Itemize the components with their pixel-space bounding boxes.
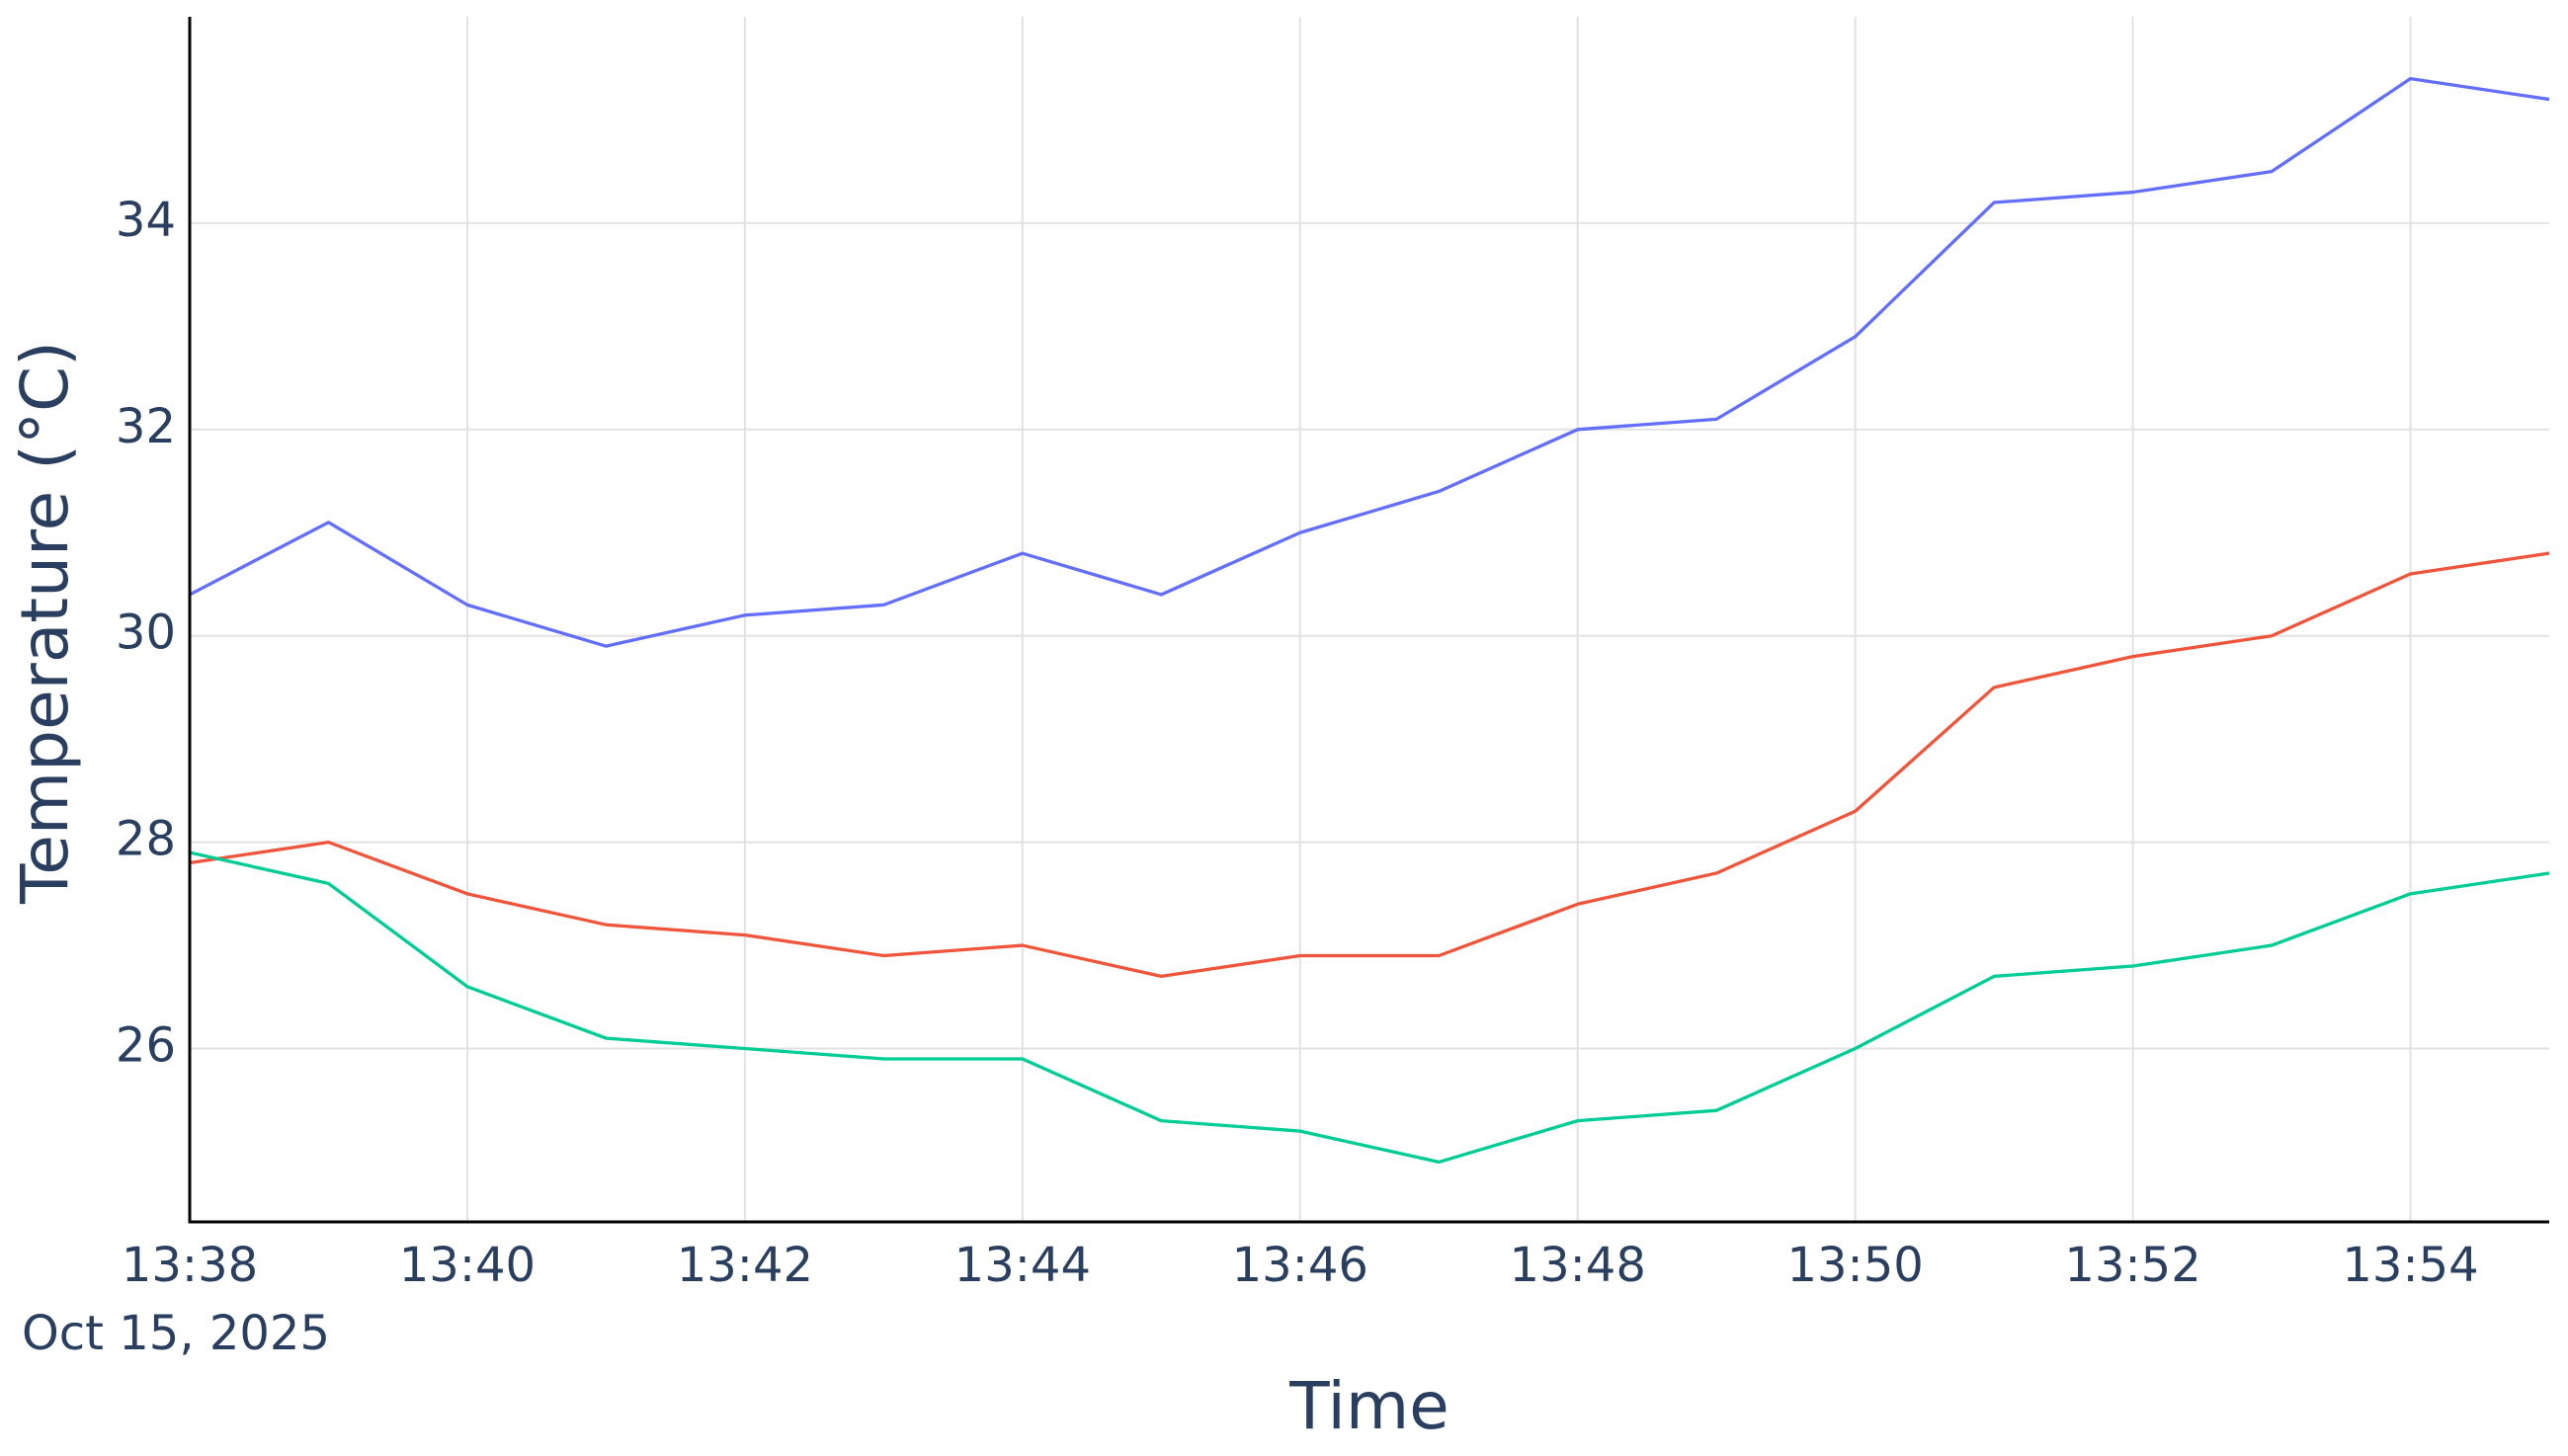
x-tick-label: 13:46 <box>1232 1238 1368 1293</box>
y-tick-label: 34 <box>116 193 176 248</box>
line-series <box>189 551 2550 979</box>
x-axis-title: Time <box>1288 1368 1450 1444</box>
y-tick-label: 28 <box>116 812 176 867</box>
x-tick-label: 13:52 <box>2064 1238 2200 1293</box>
x-date-label: Oct 15, 2025 <box>22 1306 330 1361</box>
x-tick-label: 13:54 <box>2342 1238 2478 1293</box>
x-tick-label: 13:38 <box>122 1238 258 1293</box>
y-tick-label: 32 <box>116 399 176 454</box>
x-tick-label: 13:42 <box>677 1238 813 1293</box>
y-axis-title: Temperature (°C) <box>7 341 83 905</box>
y-tick-label: 26 <box>116 1018 176 1074</box>
x-tick-label: 13:40 <box>399 1238 536 1293</box>
line-series <box>189 850 2550 1165</box>
x-tick-label: 13:44 <box>954 1238 1091 1293</box>
x-tick-label: 13:48 <box>1510 1238 1646 1293</box>
line-series <box>189 77 2550 648</box>
y-tick-label: 30 <box>116 606 176 661</box>
x-tick-label: 13:50 <box>1786 1238 1923 1293</box>
